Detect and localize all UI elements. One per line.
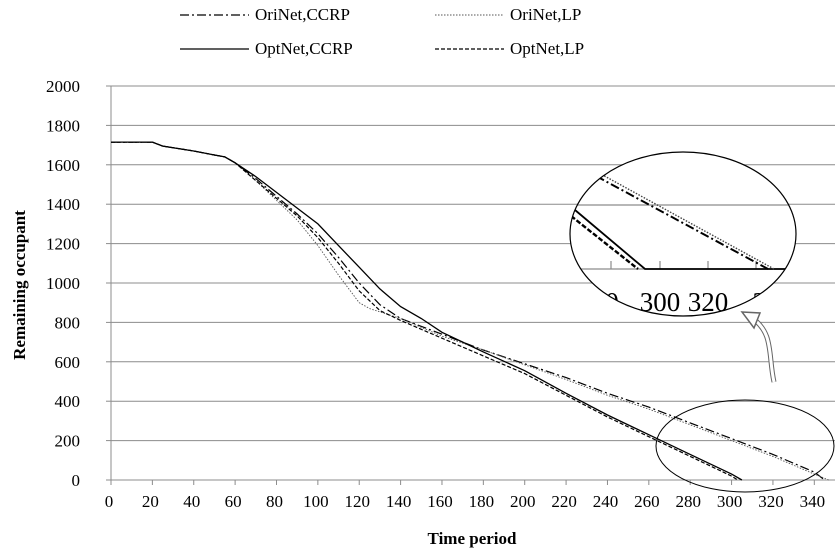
inset-series-optnet-ccrp bbox=[574, 209, 796, 270]
x-tick-label: 140 bbox=[386, 492, 412, 511]
y-tick-label: 1200 bbox=[46, 235, 80, 254]
y-tick-label: 1800 bbox=[46, 116, 80, 135]
inset-tick-label: 300 bbox=[640, 287, 681, 317]
inset-tick-label: 0 bbox=[605, 287, 619, 317]
y-tick-label: 2000 bbox=[46, 77, 80, 96]
x-tick-label: 280 bbox=[675, 492, 701, 511]
y-tick-label: 0 bbox=[72, 471, 81, 490]
x-axis-title: Time period bbox=[428, 529, 517, 548]
y-axis-title: Remaining occupant bbox=[10, 210, 29, 360]
x-tick-label: 180 bbox=[469, 492, 495, 511]
x-tick-label: 0 bbox=[105, 492, 114, 511]
y-tick-label: 800 bbox=[55, 313, 81, 332]
series-line-3 bbox=[111, 141, 743, 481]
x-tick-label: 80 bbox=[266, 492, 283, 511]
x-tick-label: 340 bbox=[800, 492, 826, 511]
y-tick-label: 600 bbox=[55, 353, 81, 372]
y-tick-label: 400 bbox=[55, 392, 81, 411]
x-tick-label: 160 bbox=[427, 492, 453, 511]
x-tick-label: 100 bbox=[303, 492, 329, 511]
legend-label: OptNet,CCRP bbox=[255, 39, 353, 58]
y-tick-label: 200 bbox=[55, 432, 81, 451]
inset-series-orinet-ccrp bbox=[595, 175, 769, 270]
y-tick-label: 1400 bbox=[46, 195, 80, 214]
inset-content: 0 300 320 34 bbox=[570, 152, 796, 317]
y-tick-label: 1600 bbox=[46, 156, 80, 175]
x-tick-label: 20 bbox=[142, 492, 159, 511]
inset-series-orinet-lp bbox=[598, 172, 775, 270]
zoom-region-ellipse bbox=[655, 399, 835, 493]
x-tick-label: 60 bbox=[225, 492, 242, 511]
series-line-2 bbox=[111, 141, 829, 481]
x-tick-label: 260 bbox=[634, 492, 660, 511]
inset-border bbox=[569, 151, 797, 317]
series-line-4 bbox=[111, 141, 739, 481]
zoom-arrow-head bbox=[740, 311, 762, 330]
legend: OriNet,CCRP OriNet,LP OptNet,CCRP OptNet,LP bbox=[180, 5, 584, 58]
legend-label: OriNet,LP bbox=[510, 5, 581, 24]
x-tick-label: 320 bbox=[758, 492, 784, 511]
zoom-arrow-inner bbox=[751, 316, 776, 383]
x-tick-label: 40 bbox=[183, 492, 200, 511]
x-tick-label: 240 bbox=[593, 492, 619, 511]
y-tick-label: 1000 bbox=[46, 274, 80, 293]
legend-label: OptNet,LP bbox=[510, 39, 584, 58]
x-tick-label: 200 bbox=[510, 492, 536, 511]
inset-series-optnet-lp bbox=[570, 215, 639, 270]
x-tick-label: 220 bbox=[551, 492, 577, 511]
series-group bbox=[111, 141, 829, 481]
inset-tick-label: 320 bbox=[688, 287, 729, 317]
legend-label: OriNet,CCRP bbox=[255, 5, 350, 24]
x-tick-label: 120 bbox=[344, 492, 370, 511]
x-tick-label: 300 bbox=[717, 492, 743, 511]
